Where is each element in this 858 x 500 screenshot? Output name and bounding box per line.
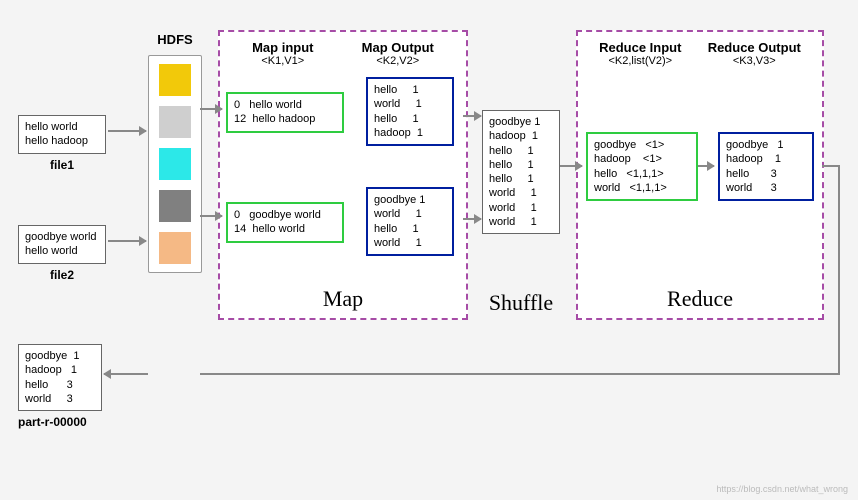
map-output-bottom: goodbye 1 world 1 hello 1 world 1	[366, 187, 454, 256]
reduce-input-sub: <K2,list(V2)>	[599, 55, 681, 67]
file2-label: file2	[18, 268, 106, 282]
file2-box: goodbye world hello world	[18, 225, 106, 264]
hdfs-header: HDFS	[148, 32, 202, 47]
hdfs-block-1	[159, 64, 191, 96]
map-output-title: Map Output	[362, 40, 434, 55]
arrow-file2-hdfs	[108, 240, 146, 242]
map-output-header: Map Output <K2,V2>	[362, 40, 434, 67]
reduce-panel: Reduce Input <K2,list(V2)> Reduce Output…	[576, 30, 824, 320]
reduce-output-sub: <K3,V3>	[708, 55, 801, 67]
map-input-top: 0 hello world 12 hello hadoop	[226, 92, 344, 133]
reduce-output-title: Reduce Output	[708, 40, 801, 55]
shuffle-phase-label: Shuffle	[476, 290, 566, 316]
hdfs-container	[148, 55, 202, 273]
map-input-header: Map input <K1,V1>	[252, 40, 313, 67]
arrow-output-result-v	[838, 165, 840, 375]
arrow-hdfs-map2	[200, 215, 222, 217]
arrow-reducein-reduceout	[698, 165, 714, 167]
map-input-sub: <K1,V1>	[252, 55, 313, 67]
arrow-result-hdfs	[104, 373, 148, 375]
hdfs-block-2	[159, 106, 191, 138]
arrow-map-shuffle2	[463, 218, 481, 220]
map-input-bottom: 0 goodbye world 14 hello world	[226, 202, 344, 243]
map-panel: Map input <K1,V1> Map Output <K2,V2> 0 h…	[218, 30, 468, 320]
map-phase-label: Map	[220, 286, 466, 312]
reduce-input-box: goodbye <1> hadoop <1> hello <1,1,1> wor…	[586, 132, 698, 201]
arrow-output-result-h	[200, 373, 840, 375]
reduce-input-header: Reduce Input <K2,list(V2)>	[599, 40, 681, 67]
arrow-map-shuffle1	[463, 115, 481, 117]
reduce-phase-label: Reduce	[578, 286, 822, 312]
arrow-shuffle-reduce	[560, 165, 582, 167]
map-output-sub: <K2,V2>	[362, 55, 434, 67]
map-input-title: Map input	[252, 40, 313, 55]
shuffle-box: goodbye 1 hadoop 1 hello 1 hello 1 hello…	[482, 110, 560, 234]
map-output-top: hello 1 world 1 hello 1 hadoop 1	[366, 77, 454, 146]
hdfs-block-4	[159, 190, 191, 222]
result-label: part-r-00000	[18, 415, 102, 429]
reduce-output-box: goodbye 1 hadoop 1 hello 3 world 3	[718, 132, 814, 201]
arrow-hdfs-map1	[200, 108, 222, 110]
watermark: https://blog.csdn.net/what_wrong	[716, 484, 848, 494]
result-box: goodbye 1 hadoop 1 hello 3 world 3	[18, 344, 102, 411]
reduce-output-header: Reduce Output <K3,V3>	[708, 40, 801, 67]
arrow-file1-hdfs	[108, 130, 146, 132]
file1-box: hello world hello hadoop	[18, 115, 106, 154]
hdfs-block-3	[159, 148, 191, 180]
hdfs-block-5	[159, 232, 191, 264]
file1-label: file1	[18, 158, 106, 172]
reduce-input-title: Reduce Input	[599, 40, 681, 55]
